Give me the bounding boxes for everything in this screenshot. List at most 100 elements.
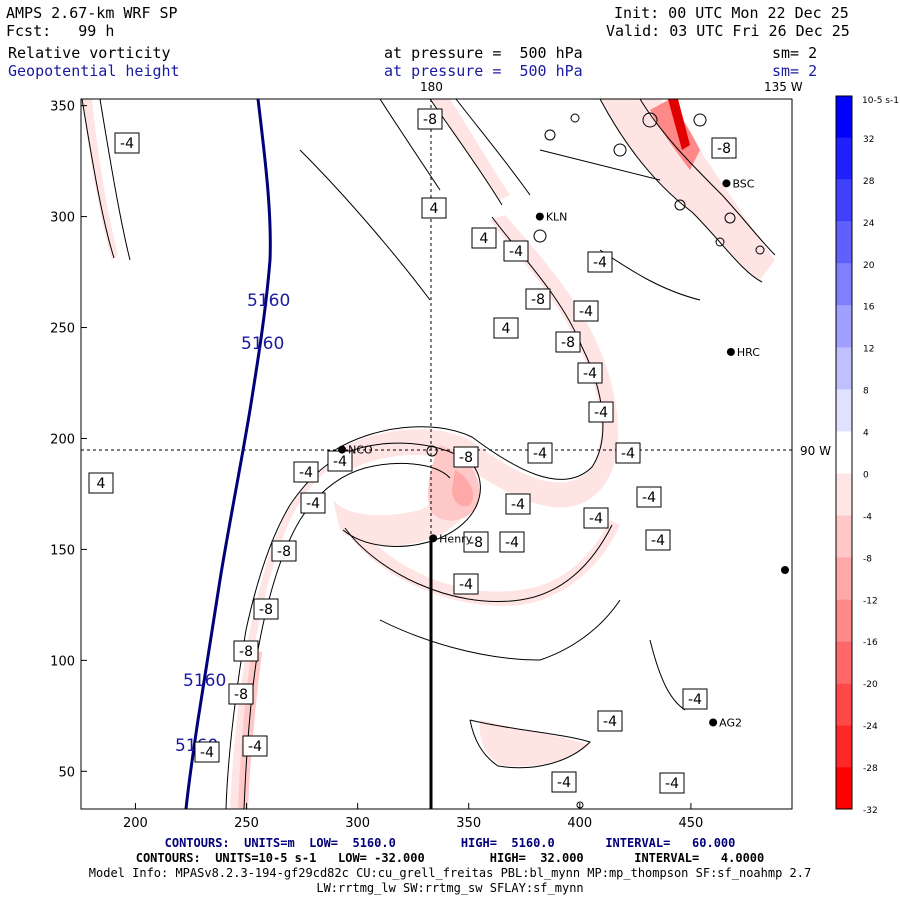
colorbar-frame <box>835 95 853 810</box>
lat-label-90w: 90 W <box>800 444 831 458</box>
vorticity-label-text: -8 <box>239 644 253 660</box>
vorticity-contour-label: -4 <box>453 573 479 595</box>
station-label: Henry <box>439 532 473 545</box>
colorbar-tick-label: 8 <box>863 387 869 397</box>
colorbar-swatch <box>836 557 852 600</box>
colorbar-tick-label: 16 <box>863 303 875 313</box>
footer-model-info: Model Info: MPASv8.2.3-194-gf29cd82c CU:… <box>88 866 812 880</box>
colorbar-swatch <box>836 389 852 432</box>
vorticity-contour-label: -4 <box>583 507 609 529</box>
height-contour-5160 <box>184 98 272 810</box>
colorbar-tick-label: -12 <box>863 596 878 606</box>
colorbar-tick-label: -32 <box>863 806 878 816</box>
height-label: 5160 <box>241 334 284 354</box>
vorticity-contour-label: 4 <box>421 197 447 219</box>
station-marker <box>709 718 718 727</box>
station-label: KLN <box>546 211 568 224</box>
station-marker <box>722 179 731 188</box>
vorticity-contour-label: -4 <box>527 442 553 464</box>
vorticity-contour-label: -8 <box>711 137 737 159</box>
colorbar-tick-label: -20 <box>863 680 878 690</box>
field2-name: Geopotential height <box>8 62 180 80</box>
station-marker <box>726 347 735 356</box>
station-marker <box>535 212 544 221</box>
vorticity-contour-label: -4 <box>242 735 268 757</box>
vorticity-contour-label: -4 <box>300 492 326 514</box>
colorbar-tick-label: 4 <box>863 429 869 439</box>
vorticity-contour-label: 4 <box>471 227 497 249</box>
vorticity-labels: -4-844-4-4-8-44-8-4-4-4 -4-8-4-44-4-4 -4-4… <box>88 108 737 794</box>
vorticity-contour-label: -8 <box>417 108 443 130</box>
colorbar-tick-label: 20 <box>863 261 875 271</box>
y-tick-label: 250 <box>50 322 75 337</box>
colorbar-tick-label: 24 <box>863 219 875 229</box>
x-tick-label: 250 <box>234 816 259 831</box>
vorticity-label-text: -4 <box>333 454 347 470</box>
vorticity-contour-label: -8 <box>555 331 581 353</box>
field2-pressure: at pressure = 500 hPa <box>384 62 583 80</box>
colorbar-tick-label: 28 <box>863 177 875 187</box>
vorticity-contour-label: -4 <box>293 461 319 483</box>
vorticity-label-text: -8 <box>531 292 545 308</box>
vorticity-label-text: 4 <box>480 231 489 247</box>
vorticity-contour-label: -4 <box>551 771 577 793</box>
colorbar-tick-label: -28 <box>863 764 878 774</box>
vorticity-contour-label: -4 <box>636 486 662 508</box>
colorbar-tick-label: -8 <box>863 554 872 564</box>
vorticity-label-text: -8 <box>561 335 575 351</box>
footer-height-contours: CONTOURS: UNITS=m LOW= 5160.0 HIGH= 5160… <box>164 836 736 850</box>
vorticity-label-text: -4 <box>579 304 593 320</box>
y-tick-label: 350 <box>50 100 75 115</box>
vorticity-label-text: -4 <box>511 497 525 513</box>
vorticity-label-text: -8 <box>469 535 483 551</box>
colorbar-swatch <box>836 179 852 222</box>
vorticity-contour-label: -8 <box>463 531 489 553</box>
colorbar-swatch <box>836 515 852 558</box>
vorticity-contours <box>81 98 776 810</box>
vorticity-label-text: -4 <box>248 739 262 755</box>
y-axis: 350 300 250 200 150 100 50 <box>50 100 87 780</box>
field1-name: Relative vorticity <box>8 44 171 62</box>
colorbar-tick-label: 0 <box>863 470 869 480</box>
station-marker <box>429 534 438 543</box>
vorticity-contour-label: -4 <box>659 772 685 794</box>
colorbar-swatch <box>836 305 852 348</box>
colorbar-tick-label: 32 <box>863 135 874 145</box>
colorbar-swatch <box>836 221 852 264</box>
vorticity-contour-label: -4 <box>114 132 140 154</box>
vorticity-label-text: -8 <box>459 450 473 466</box>
colorbar-swatch <box>836 641 852 684</box>
colorbar-tick-label: -24 <box>863 722 878 732</box>
model-title: AMPS 2.67-km WRF SP <box>6 4 178 22</box>
vorticity-contour-label: 4 <box>493 317 519 339</box>
vorticity-label-text: -4 <box>299 465 313 481</box>
stations: KLN HRC NCO Henry AG2 BSC <box>338 177 760 729</box>
vorticity-label-text: -4 <box>603 714 617 730</box>
station-label: NCO <box>348 444 373 457</box>
colorbar-tick-label: -4 <box>863 512 872 522</box>
vorticity-label-text: -8 <box>259 602 273 618</box>
station-label: BSC <box>732 177 754 190</box>
colorbar-tick-label: 12 <box>863 345 874 355</box>
vorticity-label-text: -4 <box>583 366 597 382</box>
field2-smoothing: sm= 2 <box>772 62 818 80</box>
vorticity-label-text: -4 <box>688 692 702 708</box>
colorbar-swatch <box>836 725 852 768</box>
colorbar-tick-label: -16 <box>863 638 878 648</box>
small-contours <box>426 112 765 809</box>
vorticity-contour-label: -8 <box>525 288 551 310</box>
colorbar: 32 28 24 20 16 12 8 4 0 -4 -8 -12 -16 -20 -24 -28 -32 <box>835 95 878 816</box>
colorbar-swatch <box>836 263 852 306</box>
colorbar-swatch <box>836 137 852 180</box>
vorticity-contour-label: -8 <box>453 446 479 468</box>
vorticity-contour-label: -4 <box>503 240 529 262</box>
vorticity-contour-label: 4 <box>88 472 114 494</box>
vorticity-label-text: -4 <box>533 446 547 462</box>
vorticity-contour-label: -4 <box>573 300 599 322</box>
x-axis: 200 250 300 350 400 450 <box>123 803 703 831</box>
vorticity-label-text: -4 <box>621 446 635 462</box>
vorticity-label-text: -4 <box>665 776 679 792</box>
colorbar-unit: 10-5 s-1 <box>862 96 899 106</box>
vorticity-label-text: -4 <box>642 490 656 506</box>
